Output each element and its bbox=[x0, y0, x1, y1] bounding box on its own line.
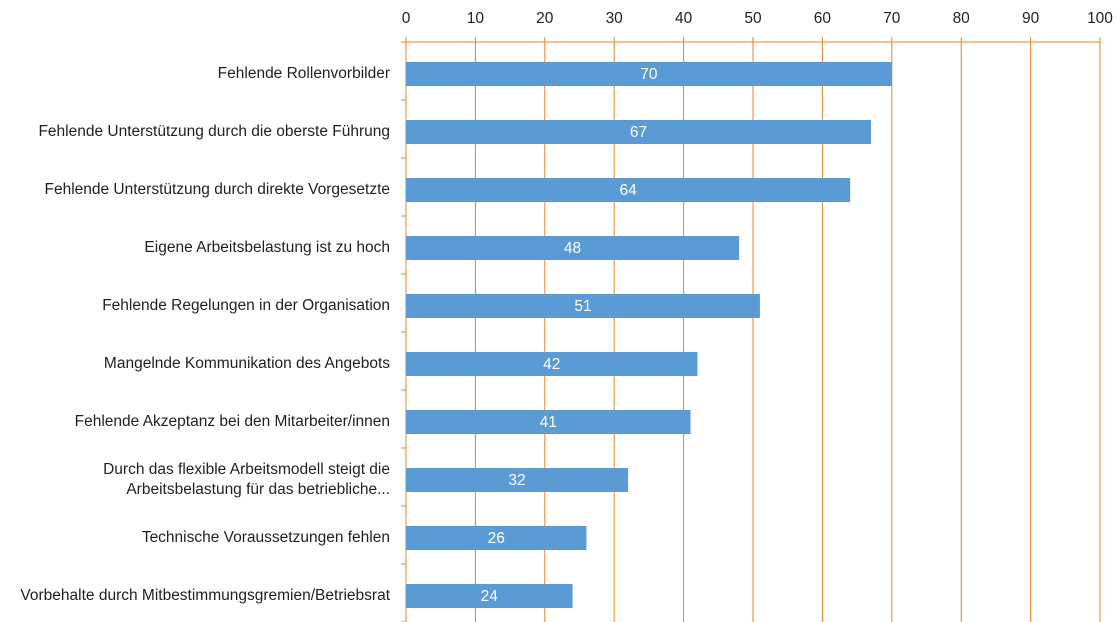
bar bbox=[406, 120, 871, 144]
x-tick-label: 40 bbox=[675, 10, 693, 27]
bar bbox=[406, 468, 629, 492]
value-label: 70 bbox=[640, 66, 658, 83]
x-tick-label: 30 bbox=[606, 10, 624, 27]
bar bbox=[406, 178, 851, 202]
y-tick-label: Mangelnde Kommunikation des Angebots bbox=[104, 355, 390, 372]
value-label: 42 bbox=[543, 356, 560, 373]
y-tick-label: Vorbehalte durch Mitbestimmungsgremien/B… bbox=[20, 587, 390, 604]
value-label: 67 bbox=[630, 124, 647, 141]
bar bbox=[406, 526, 587, 550]
bar bbox=[406, 410, 691, 434]
y-tick-label: Fehlende Rollenvorbilder bbox=[218, 65, 390, 82]
y-tick-label: Fehlende Unterstützung durch die oberste… bbox=[38, 123, 390, 140]
x-tick-label: 70 bbox=[883, 10, 901, 27]
bar bbox=[406, 62, 892, 86]
value-label: 26 bbox=[488, 530, 505, 547]
x-tick-label: 80 bbox=[953, 10, 971, 27]
y-tick-label: Fehlende Regelungen in der Organisation bbox=[102, 297, 390, 314]
x-tick-label: 50 bbox=[744, 10, 762, 27]
y-tick-label: Durch das flexible Arbeitsmodell steigt … bbox=[103, 461, 390, 498]
x-tick-label: 100 bbox=[1087, 10, 1113, 27]
value-label: 32 bbox=[508, 472, 525, 489]
bar bbox=[406, 584, 573, 608]
bar bbox=[406, 294, 760, 318]
y-tick-label: Fehlende Akzeptanz bei den Mitarbeiter/i… bbox=[75, 413, 390, 430]
y-tick-label: Technische Voraussetzungen fehlen bbox=[142, 529, 390, 546]
y-tick-label: Fehlende Unterstützung durch direkte Vor… bbox=[44, 181, 390, 198]
value-label: 64 bbox=[619, 182, 637, 199]
bar bbox=[406, 236, 740, 260]
x-tick-label: 10 bbox=[467, 10, 485, 27]
value-label: 41 bbox=[540, 414, 557, 431]
value-label: 48 bbox=[564, 240, 581, 257]
x-tick-label: 0 bbox=[402, 10, 411, 27]
value-label: 24 bbox=[481, 588, 499, 605]
x-tick-label: 20 bbox=[536, 10, 554, 27]
x-tick-label: 60 bbox=[814, 10, 832, 27]
bar bbox=[406, 352, 698, 376]
x-tick-label: 90 bbox=[1022, 10, 1040, 27]
y-tick-label: Eigene Arbeitsbelastung ist zu hoch bbox=[144, 239, 390, 256]
value-label: 51 bbox=[574, 298, 591, 315]
